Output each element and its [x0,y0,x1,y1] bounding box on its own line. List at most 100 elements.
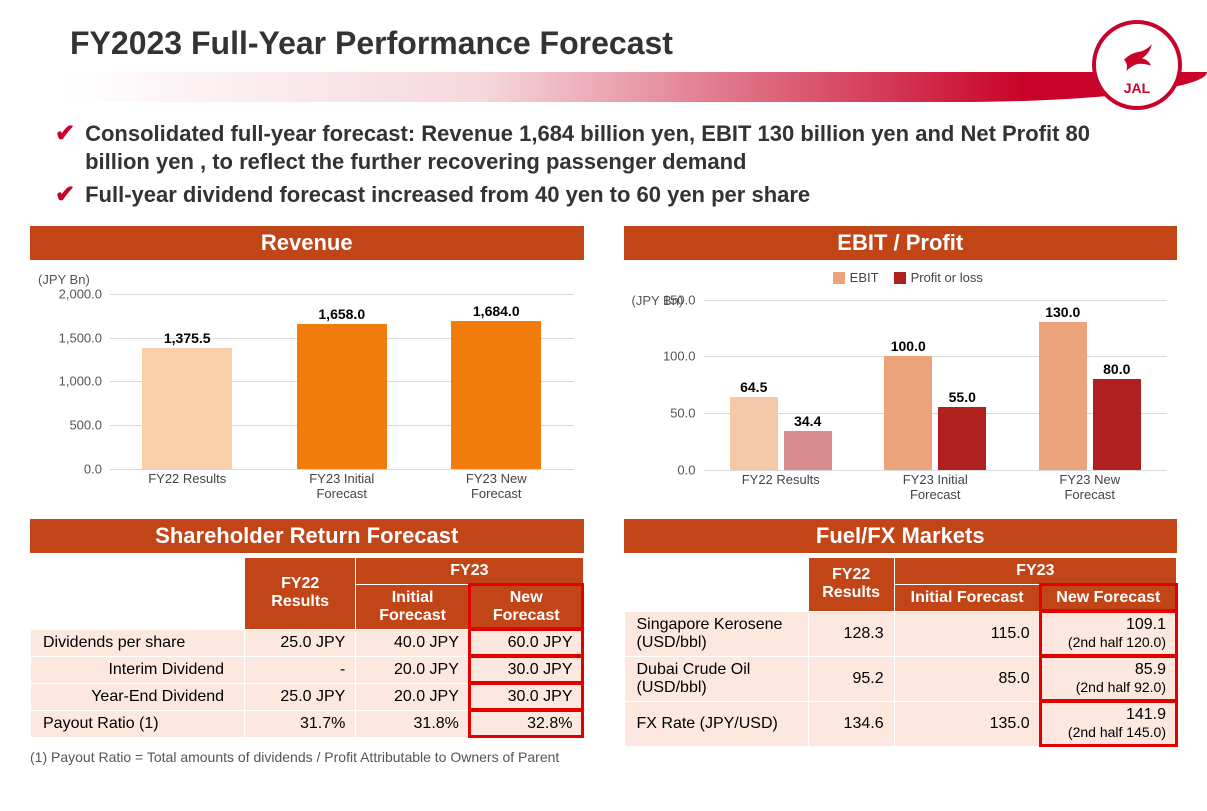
revenue-panel: Revenue (JPY Bn) 0.0500.01,000.01,500.02… [30,226,584,515]
x-category-label: FY22 Results [742,470,820,488]
y-tick: 150.0 [663,292,704,307]
bar-value-label: 55.0 [949,389,976,405]
bar-group: 100.055.0FY23 Initial Forecast [884,356,986,469]
check-icon: ✔ [55,181,75,210]
ebit-panel: EBIT / Profit EBITProfit or loss (JPY Bn… [624,226,1178,515]
bar-value-label: 130.0 [1045,304,1080,320]
legend-label: EBIT [850,270,879,285]
col-header: FY22 Results [245,557,356,629]
ebit-chart: (JPY Bn) 0.050.0100.0150.064.534.4FY22 R… [624,285,1178,515]
x-category-label: FY23 Initial Forecast [903,470,968,503]
cell-new: 141.9(2nd half 145.0) [1040,701,1176,746]
charts-row: Revenue (JPY Bn) 0.0500.01,000.01,500.02… [0,226,1207,515]
bar: 1,375.5 [142,348,232,468]
y-tick: 2,000.0 [59,286,110,301]
bullet-text: Consolidated full-year forecast: Revenue… [85,120,1157,175]
bar-value-label: 1,658.0 [318,306,365,322]
bar-value-label: 34.4 [794,413,821,429]
cell-new: 32.8% [469,710,583,737]
tables-row: Shareholder Return Forecast FY22 Results… [0,519,1207,747]
bar: 80.0 [1093,379,1141,470]
row-label: Singapore Kerosene (USD/bbl) [624,611,808,656]
col-header: FY23 [356,557,583,584]
bar-group: 1,375.5FY22 Results [142,348,232,468]
bar: 34.4 [784,431,832,470]
bar-group: 64.534.4FY22 Results [730,397,832,470]
title-bar: FY2023 Full-Year Performance Forecast JA… [0,0,1207,72]
col-header-new: New Forecast [469,584,583,629]
legend-swatch [894,272,906,284]
y-tick: 0.0 [84,461,110,476]
x-category-label: FY23 New Forecast [1059,470,1120,503]
col-header: Initial Forecast [894,584,1040,611]
shareholder-table: FY22 ResultsFY23Initial ForecastNew Fore… [30,557,584,738]
cell-new: 30.0 JPY [469,683,583,710]
header-swoosh [0,72,1207,102]
cell: 40.0 JPY [356,629,470,656]
cell: 25.0 JPY [245,683,356,710]
table-row: Year-End Dividend25.0 JPY20.0 JPY30.0 JP… [31,683,584,710]
footnote: (1) Payout Ratio = Total amounts of divi… [0,747,1207,767]
cell-new: 109.1(2nd half 120.0) [1040,611,1176,656]
table-row: Interim Dividend-20.0 JPY30.0 JPY [31,656,584,683]
cell: 25.0 JPY [245,629,356,656]
y-tick: 500.0 [69,418,110,433]
bar-value-label: 100.0 [891,338,926,354]
jal-logo: JAL [1092,20,1182,110]
y-tick: 100.0 [663,349,704,364]
fuel-table: FY22 ResultsFY23Initial ForecastNew Fore… [624,557,1178,747]
x-category-label: FY22 Results [148,469,226,487]
col-header-new: New Forecast [1040,584,1176,611]
cell-new: 60.0 JPY [469,629,583,656]
cell: 115.0 [894,611,1040,656]
cell: 128.3 [808,611,894,656]
bar-group: 130.080.0FY23 New Forecast [1039,322,1141,469]
fuel-header: Fuel/FX Markets [624,519,1178,553]
bar-value-label: 80.0 [1103,361,1130,377]
ebit-header: EBIT / Profit [624,226,1178,260]
fuel-panel: Fuel/FX Markets FY22 ResultsFY23Initial … [624,519,1178,747]
y-tick: 1,000.0 [59,374,110,389]
legend-swatch [833,272,845,284]
y-tick: 0.0 [677,462,703,477]
x-category-label: FY23 New Forecast [466,469,527,502]
cell: - [245,656,356,683]
row-label: FX Rate (JPY/USD) [624,701,808,746]
cell: 31.8% [356,710,470,737]
revenue-chart: (JPY Bn) 0.0 500.0 1,000.0 1,500.0 2,000.0 1,… [30,264,584,514]
bullet-text: Full-year dividend forecast increased fr… [85,181,810,209]
row-label: Dividends per share [31,629,245,656]
page-title: FY2023 Full-Year Performance Forecast [70,25,1167,62]
bar: 64.5 [730,397,778,470]
cell-new: 30.0 JPY [469,656,583,683]
cell: 20.0 JPY [356,656,470,683]
bar: 55.0 [938,407,986,469]
col-header: Initial Forecast [356,584,470,629]
check-icon: ✔ [55,120,75,149]
bar-group: 1,658.0FY23 Initial Forecast [297,324,387,469]
cell-new: 85.9(2nd half 92.0) [1040,656,1176,701]
y-tick: 50.0 [670,406,703,421]
cell: 95.2 [808,656,894,701]
shareholder-header: Shareholder Return Forecast [30,519,584,553]
cell: 85.0 [894,656,1040,701]
bullet-list: ✔ Consolidated full-year forecast: Reven… [0,102,1207,226]
y-tick: 1,500.0 [59,330,110,345]
shareholder-panel: Shareholder Return Forecast FY22 Results… [30,519,584,747]
y-axis-label: (JPY Bn) [38,272,90,287]
row-label: Year-End Dividend [31,683,245,710]
table-row: Payout Ratio (1)31.7%31.8%32.8% [31,710,584,737]
bullet-item: ✔ Full-year dividend forecast increased … [55,181,1157,210]
cell: 135.0 [894,701,1040,746]
col-header: FY23 [894,557,1176,584]
bar: 130.0 [1039,322,1087,469]
crane-icon [1115,35,1160,80]
bar-value-label: 1,684.0 [473,303,520,319]
row-label: Dubai Crude Oil (USD/bbl) [624,656,808,701]
legend-label: Profit or loss [911,270,983,285]
table-row: Singapore Kerosene (USD/bbl)128.3115.010… [624,611,1177,656]
row-label: Payout Ratio (1) [31,710,245,737]
col-header: FY22 Results [808,557,894,611]
bar-group: 1,684.0FY23 New Forecast [451,321,541,468]
bar: 1,658.0 [297,324,387,469]
